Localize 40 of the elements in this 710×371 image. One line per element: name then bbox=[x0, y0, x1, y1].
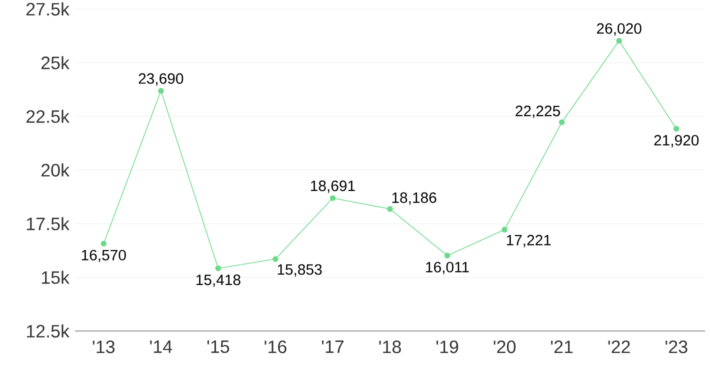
data-label: 18,186 bbox=[392, 192, 436, 205]
y-tick-label: 17.5k bbox=[26, 217, 70, 230]
x-tick-label: '14 bbox=[150, 340, 172, 353]
point bbox=[387, 206, 393, 212]
point bbox=[158, 88, 164, 94]
data-label: 18,691 bbox=[311, 180, 355, 193]
data-label: 15,418 bbox=[196, 274, 240, 287]
x-tick-label: '15 bbox=[207, 340, 230, 354]
data-label: 15,853 bbox=[278, 264, 322, 277]
x-tick-label: '20 bbox=[494, 340, 516, 354]
point bbox=[673, 126, 680, 132]
x-tick-label: '19 bbox=[436, 340, 458, 354]
point bbox=[215, 265, 222, 272]
x-tick-label: '21 bbox=[551, 340, 573, 354]
y-tick-label: 27.5k bbox=[26, 2, 70, 16]
point bbox=[444, 252, 450, 259]
point bbox=[616, 38, 622, 44]
y-tick-label: 22.5k bbox=[26, 110, 70, 123]
data-label: 22,225 bbox=[516, 106, 560, 118]
point bbox=[330, 195, 336, 201]
data-label: 16,570 bbox=[82, 250, 126, 262]
data-label: 21,920 bbox=[654, 134, 699, 148]
x-tick-label: '17 bbox=[322, 340, 344, 353]
point bbox=[100, 240, 107, 247]
data-label: 17,221 bbox=[506, 234, 551, 248]
point bbox=[502, 226, 508, 233]
point bbox=[272, 256, 278, 262]
data-label: 16,011 bbox=[426, 262, 469, 274]
y-tick-label: 25k bbox=[41, 56, 70, 70]
y-tick-label: 12.5k bbox=[26, 324, 70, 338]
y-tick-label: 20k bbox=[41, 163, 70, 177]
x-tick-label: '22 bbox=[608, 340, 630, 354]
x-tick-label: '13 bbox=[92, 340, 115, 354]
data-label: 23,690 bbox=[138, 73, 184, 86]
data-label: 26,020 bbox=[596, 23, 642, 36]
y-tick-label: 15k bbox=[42, 270, 70, 284]
point bbox=[558, 119, 565, 126]
x-tick-label: '16 bbox=[264, 340, 286, 354]
x-tick-label: '23 bbox=[666, 340, 688, 354]
x-tick-label: '18 bbox=[379, 340, 401, 354]
